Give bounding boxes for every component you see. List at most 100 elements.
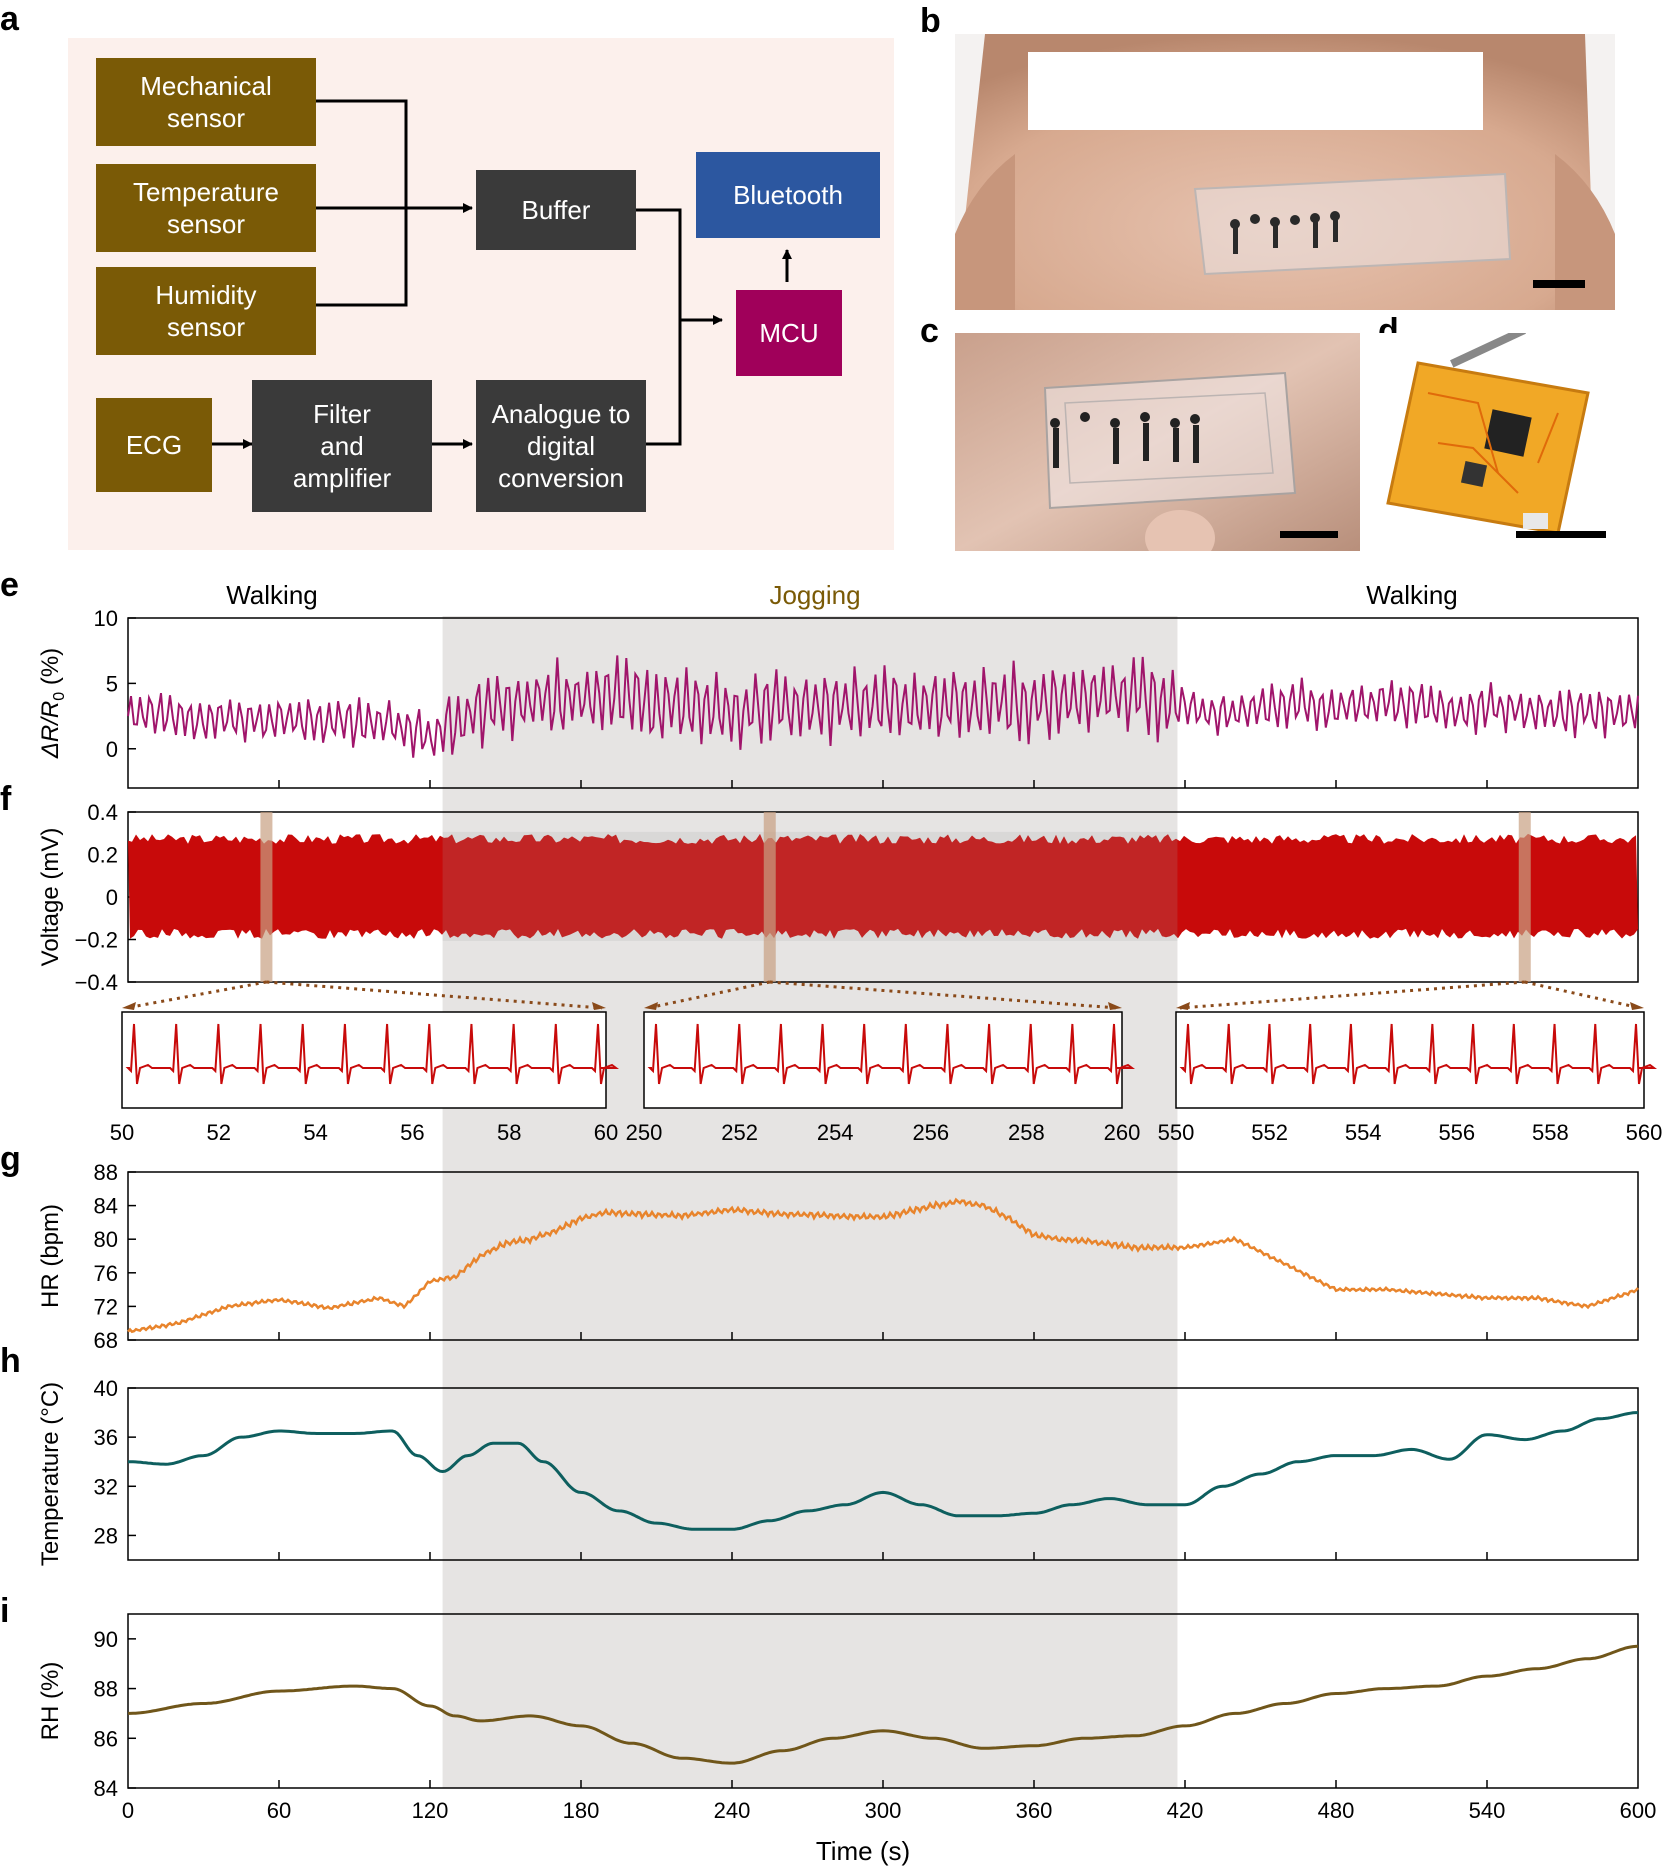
chart-g-ytick-label: 76	[94, 1261, 118, 1286]
chart-f-ecg-band	[128, 833, 1638, 939]
filter-label-line: Filter	[313, 399, 371, 429]
bluetooth-label-line: Bluetooth	[733, 180, 843, 210]
chart-f-highlight-window	[260, 812, 273, 982]
panel-label-a: a	[0, 0, 19, 38]
chart-f-inset-xtick-label: 560	[1626, 1120, 1663, 1145]
chart-i-xtick-label: 120	[412, 1798, 449, 1823]
chart-i-xtick-label: 540	[1469, 1798, 1506, 1823]
photo-patch-closeup	[955, 333, 1360, 551]
chart-f-inset-xtick-label: 250	[626, 1120, 663, 1145]
bluetooth-box: Bluetooth	[696, 152, 880, 238]
chart-h-ytick-label: 40	[94, 1376, 118, 1401]
chart-f-inset-ecg-trace	[1179, 1023, 1657, 1085]
chart-h-ylabel: Temperature (°C)	[37, 1382, 64, 1566]
chart-f-zoom-arrow	[1176, 1002, 1190, 1010]
filter-label-line: and	[320, 431, 363, 461]
buffer-box: Buffer	[476, 170, 636, 250]
chart-i-xtick-label: 600	[1620, 1798, 1657, 1823]
chart-f-inset-xtick-label: 556	[1438, 1120, 1475, 1145]
time-series-charts: Walking Jogging Walking 0 5 10 ΔR/R0 (%) 0.4 0.2…	[37, 580, 1663, 1866]
adc-label-line: Analogue to	[492, 399, 631, 429]
chart-f-highlight-window	[763, 812, 776, 982]
chart-e-ylabel: ΔR/R0 (%)	[37, 648, 68, 759]
temperature-label-line: sensor	[167, 209, 245, 239]
chart-f-ytick-label: 0	[106, 885, 118, 910]
chart-i-ytick-label: 88	[94, 1677, 118, 1702]
mechanical-label-line: sensor	[167, 103, 245, 133]
chart-f-inset-xtick-label: 558	[1532, 1120, 1569, 1145]
panel-label-c: c	[920, 312, 939, 350]
chart-e-ytick-label: 10	[94, 606, 118, 631]
chart-i-ylabel: RH (%)	[37, 1662, 64, 1741]
chart-f-zoom-connector	[769, 980, 1119, 1010]
chart-g-ytick-label: 80	[94, 1227, 118, 1252]
chart-f-inset-xtick-label: 258	[1008, 1120, 1045, 1145]
chart-f-ylabel: Voltage (mV)	[37, 828, 64, 967]
adc-label-line: conversion	[498, 463, 624, 493]
chart-f-inset-xtick-label: 54	[303, 1120, 327, 1145]
chart-i-axes: 84 86 88 90 0 60 120 180 240 300 360 420 480 540 600 Ti…	[94, 1613, 1657, 1866]
chart-f-highlight-window	[1518, 812, 1531, 982]
panel-label-g: g	[0, 1140, 21, 1178]
phase-label-walking-2: Walking	[1366, 580, 1458, 610]
chart-f-zoom-arrow	[644, 1002, 658, 1010]
chart-f-ytick-label: −0.4	[75, 970, 118, 995]
chart-f-inset-xtick-label: 550	[1158, 1120, 1195, 1145]
ecg-box: ECG	[96, 398, 212, 492]
chart-f-inset-xtick-label: 50	[110, 1120, 134, 1145]
photo-chest-patch	[955, 34, 1615, 310]
chart-f-inset-xtick-label: 260	[1104, 1120, 1141, 1145]
humidity-label-line: Humidity	[155, 280, 256, 310]
ecg-label-line: ECG	[126, 430, 182, 460]
chart-i-series-line	[128, 1644, 1639, 1765]
humidity-label-line: sensor	[167, 312, 245, 342]
chart-g-ytick-label: 68	[94, 1328, 118, 1353]
chart-f-inset-xtick-label: 552	[1251, 1120, 1288, 1145]
chart-i-ytick-label: 86	[94, 1726, 118, 1751]
chart-g-ytick-label: 72	[94, 1294, 118, 1319]
chart-i-xtick-label: 60	[267, 1798, 291, 1823]
mcu-box: MCU	[736, 290, 842, 376]
panel-label-h: h	[0, 1342, 21, 1380]
chart-f-inset-ecg-trace	[647, 1023, 1135, 1085]
jogging-shaded-region	[442, 616, 1178, 1788]
chart-e-ytick-label: 5	[106, 671, 118, 696]
chart-e-axes: 0 5 10	[94, 606, 1639, 789]
phase-label-jogging: Jogging	[769, 580, 860, 610]
chart-f-zoom-connector	[266, 980, 603, 1010]
chart-g-ylabel: HR (bpm)	[37, 1204, 64, 1308]
chart-e-ytick-label: 0	[106, 737, 118, 762]
phase-label-walking-1: Walking	[226, 580, 318, 610]
chart-h-ytick-label: 28	[94, 1523, 118, 1548]
chart-h-series-line	[128, 1411, 1638, 1531]
chart-f-zoom-arrow	[1630, 1002, 1644, 1010]
block-diagram: MechanicalsensorTemperaturesensorHumidit…	[68, 38, 894, 550]
panel-label-b: b	[920, 2, 941, 40]
chart-i-xtick-label: 180	[563, 1798, 600, 1823]
chart-i-ytick-label: 90	[94, 1627, 118, 1652]
chart-f-zoom-arrow	[592, 1002, 606, 1010]
chart-i-xtick-label: 300	[865, 1798, 902, 1823]
chart-g-ytick-label: 88	[94, 1160, 118, 1185]
panel-label-f: f	[0, 780, 12, 818]
chart-f-zoom-connector	[1179, 980, 1525, 1010]
chart-i-xlabel: Time (s)	[816, 1836, 910, 1866]
chart-f-inset-xtick-label: 58	[497, 1120, 521, 1145]
chart-g-axes: 68 72 76 80 84 88	[94, 1160, 1639, 1353]
chart-f-inset-xtick-label: 554	[1345, 1120, 1382, 1145]
photo-circuit-board	[1378, 333, 1618, 551]
chart-f-jog-overlay	[442, 831, 1178, 941]
chart-f-inset: 250 252 254 256 258 260	[626, 1011, 1141, 1145]
temperature-label-line: Temperature	[133, 177, 279, 207]
chart-g-series-line	[127, 1197, 1639, 1334]
chart-e-series-line	[127, 655, 1639, 758]
chart-f-inset-xtick-label: 56	[400, 1120, 424, 1145]
chart-i-xtick-label: 0	[122, 1798, 134, 1823]
chart-f-inset-xtick-label: 60	[594, 1120, 618, 1145]
chart-f-inset-ecg-trace	[125, 1023, 619, 1085]
chart-f-ytick-label: 0.4	[87, 800, 118, 825]
